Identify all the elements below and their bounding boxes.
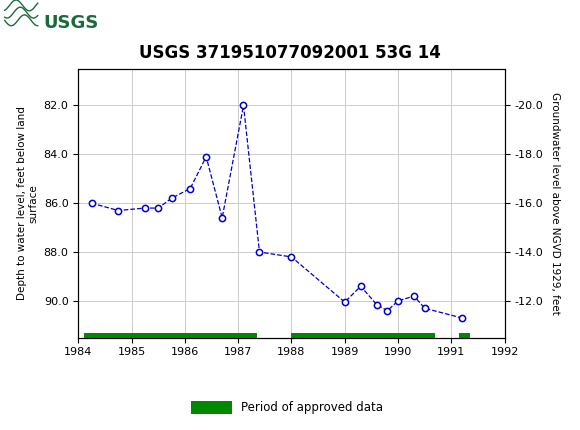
- Text: Period of approved data: Period of approved data: [241, 401, 383, 414]
- Bar: [191, 401, 232, 414]
- FancyBboxPatch shape: [3, 3, 78, 42]
- Y-axis label: Groundwater level above NGVD 1929, feet: Groundwater level above NGVD 1929, feet: [550, 92, 560, 315]
- Text: USGS: USGS: [44, 14, 99, 31]
- Text: USGS 371951077092001 53G 14: USGS 371951077092001 53G 14: [139, 44, 441, 62]
- Y-axis label: Depth to water level, feet below land
surface: Depth to water level, feet below land su…: [17, 106, 38, 300]
